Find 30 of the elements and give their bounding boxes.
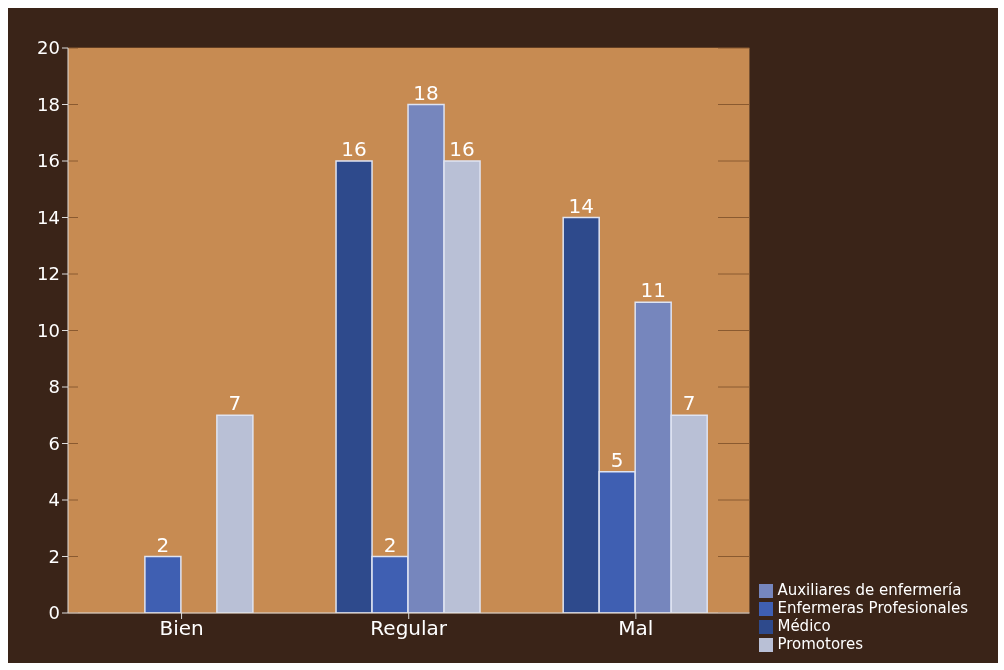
y-tick-label: 16 [37, 150, 60, 172]
bar [216, 414, 254, 613]
bar [144, 555, 182, 613]
y-tick-label: 2 [48, 545, 60, 567]
data-label: 7 [228, 391, 242, 416]
y-tick-label: 6 [48, 432, 60, 454]
y-tick-label: 8 [48, 376, 60, 398]
y-tick-label: 14 [37, 206, 60, 228]
y-tick-label: 0 [48, 602, 60, 624]
x-tick-label: Regular [370, 616, 448, 641]
legend-label: Auxiliares de enfermería [777, 581, 962, 599]
x-tick-label: Mal [618, 616, 654, 641]
data-label: 11 [640, 278, 666, 303]
y-tick-label: 10 [37, 319, 60, 341]
y-tick-label: 18 [37, 93, 60, 115]
y-tick-label: 20 [37, 37, 60, 59]
data-label: 16 [341, 137, 367, 161]
y-tick-label: 12 [37, 263, 60, 285]
data-label: 2 [156, 532, 170, 557]
legend-label: Médico [777, 617, 831, 635]
data-label: 18 [413, 80, 439, 105]
data-label: 5 [610, 447, 624, 472]
legend-label: Promotores [777, 635, 863, 653]
data-label: 14 [568, 193, 594, 218]
data-label: 2 [383, 532, 397, 557]
y-tick-label: 4 [48, 489, 60, 511]
legend-label: Enfermeras Profesionales [777, 599, 968, 617]
data-label: 7 [682, 391, 696, 416]
x-tick-label: Bien [159, 616, 204, 641]
data-label: 16 [449, 137, 475, 161]
